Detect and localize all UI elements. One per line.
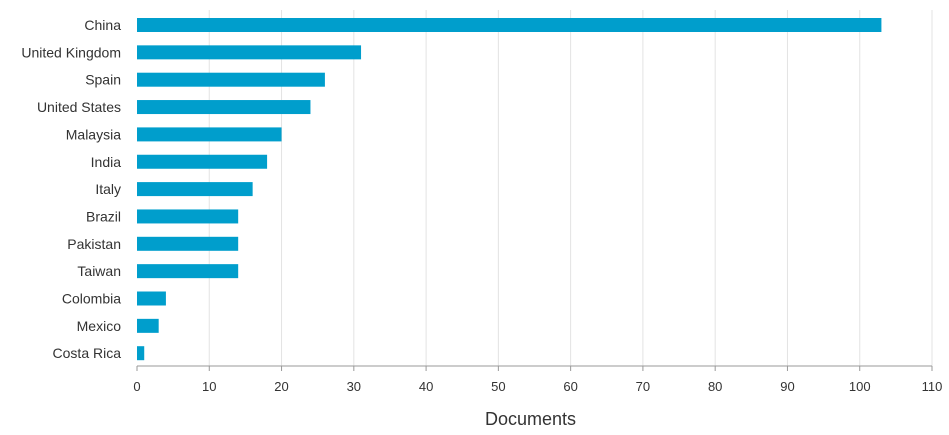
bar-mexico: [137, 318, 159, 333]
category-label: Costa Rica: [53, 345, 122, 361]
category-label: Pakistan: [67, 236, 121, 252]
bar-china: [137, 18, 882, 32]
category-label: Mexico: [77, 318, 122, 334]
bar-malaysia: [137, 127, 282, 142]
bar-spain: [137, 72, 325, 87]
x-tick-labels: 0 10 20 30 40 50 60 70 80 90 100 110: [133, 366, 942, 394]
x-tick-label: 110: [922, 379, 943, 394]
bar-pakistan: [137, 236, 239, 251]
bar-costa-rica: [137, 346, 145, 361]
bar-italy: [137, 182, 253, 197]
x-tick-label: 60: [563, 379, 577, 394]
category-label: Brazil: [86, 208, 121, 224]
category-label: Taiwan: [77, 263, 121, 279]
x-tick-label: 0: [133, 379, 140, 394]
category-label: India: [91, 154, 122, 170]
x-tick-label: 80: [708, 379, 722, 394]
bar-india: [137, 154, 268, 169]
bar-taiwan: [137, 264, 239, 279]
category-label: Colombia: [62, 291, 121, 307]
x-tick-label: 100: [849, 379, 871, 394]
x-tick-label: 30: [347, 379, 361, 394]
bar-colombia: [137, 291, 166, 306]
category-label: Spain: [85, 72, 121, 88]
x-tick-label: 50: [491, 379, 505, 394]
category-labels: China United Kingdom Spain United States Mal…: [21, 17, 121, 361]
bar-united-kingdom: [137, 45, 362, 60]
x-tick-label: 90: [780, 379, 794, 394]
bars: [137, 18, 882, 361]
bar-brazil: [137, 209, 239, 224]
category-label: United Kingdom: [21, 44, 121, 60]
x-tick-label: 40: [419, 379, 433, 394]
x-tick-label: 10: [202, 379, 216, 394]
gridlines: [208, 10, 933, 366]
category-label: Italy: [95, 181, 121, 197]
bar-united-states: [137, 100, 311, 115]
x-tick-label: 20: [274, 379, 288, 394]
category-label: Malaysia: [66, 126, 121, 142]
category-label: United States: [37, 99, 121, 115]
x-axis-title: Documents: [485, 409, 576, 429]
x-tick-label: 70: [636, 379, 650, 394]
category-label: China: [84, 17, 121, 33]
